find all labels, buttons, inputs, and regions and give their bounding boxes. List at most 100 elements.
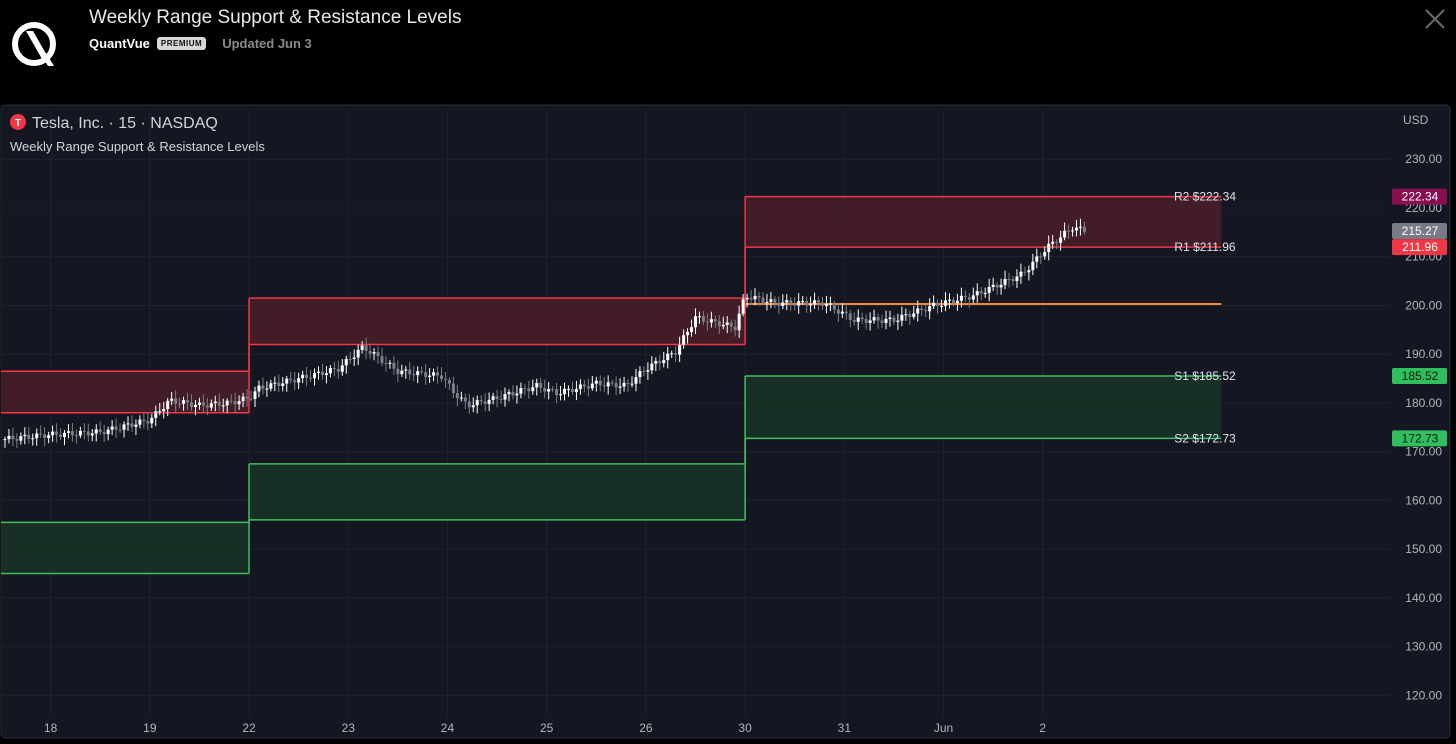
candle-body [713,319,717,322]
candle-body [47,435,51,439]
candle-body [697,316,701,318]
candle-body [733,326,737,331]
candle-body [229,400,233,402]
chart-container[interactable]: 230.00 220.00 210.00 200.00 190.00 180.00 170.… [0,104,1456,739]
candle-body [539,382,543,388]
candle-body [912,313,916,317]
candle-body [62,432,66,437]
x-tick-label: 23 [342,721,356,735]
candle-body [638,371,642,377]
candle-body [828,303,832,305]
candle-body [463,397,467,402]
candle-body [535,382,539,388]
candle-body [309,377,313,379]
candle-body [186,400,190,403]
candle-body [412,374,416,376]
candle-body [987,286,991,294]
candle-body [416,371,420,376]
candle-body [344,358,348,366]
candle-body [364,345,368,351]
candle-body [606,382,610,387]
candle-body [896,320,900,322]
candle-body [94,429,98,434]
support-zone [249,463,746,520]
candle-body [951,299,955,304]
candle-body [392,362,396,369]
symbol-title[interactable]: Tesla, Inc. · 15 · NASDAQ [32,115,218,132]
candle-body [150,417,154,424]
candle-body [424,372,428,377]
candle-body [908,314,912,317]
support-zone [745,376,1222,439]
candle-body [868,320,872,323]
candle-body [523,388,527,390]
last-price-badge [1392,223,1447,240]
candle-body [940,305,944,307]
candle-body [253,391,257,400]
candle-body [690,327,694,332]
candle-body [1082,226,1086,232]
candle-body [924,309,928,312]
candle-body [1015,276,1019,282]
candle-body [820,302,824,306]
candle-body [408,369,412,375]
close-icon[interactable] [1424,8,1446,30]
candle-body [892,317,896,322]
level-price-badge [1392,368,1447,385]
x-tick-label: 18 [44,721,58,735]
candle-body [936,302,940,306]
candle-body [245,396,249,399]
level-bands [1,195,1222,575]
candle-body [455,393,459,399]
resistance-zone [745,196,1222,248]
candle-body [864,319,868,323]
y-tick-label: 230.00 [1405,152,1442,166]
candle-body [102,432,106,435]
level-price-badge [1392,430,1447,447]
y-tick-label: 200.00 [1405,298,1442,312]
candle-body [1019,271,1023,277]
candle-body [646,370,650,372]
candle-body [376,352,380,357]
time-axis: 18 19 22 23 24 25 26 30 31 Jun 2 [44,721,1046,735]
level-price-badge-text: 222.34 [1402,190,1439,204]
candle-body [1063,230,1067,238]
candle-body [809,304,813,306]
candle-body [225,400,229,406]
candle-body [197,402,201,405]
candle-body [658,361,662,364]
quantvue-logo[interactable] [9,19,59,69]
candle-body [1011,279,1015,282]
candle-body [836,309,840,314]
candle-body [11,435,15,440]
candle-body [162,408,166,412]
candle-body [678,345,682,355]
x-tick-label: 31 [838,721,852,735]
candle-body [1023,271,1027,273]
candle-body [979,291,983,294]
candle-body [479,400,483,402]
support-zone [1,522,250,574]
candle-body [654,361,658,364]
author-name[interactable]: QuantVue [89,36,150,51]
level-labels: R2 $222.34 222.34 R1 $211.96 211.96 S1 $185.… [1174,188,1447,447]
candle-body [630,383,634,385]
candle-body [642,371,646,373]
candle-body [801,301,805,303]
price-chart[interactable]: 230.00220.00210.00200.00190.00180.00170.… [0,104,1456,739]
indicator-name[interactable]: Weekly Range Support & Resistance Levels [10,139,265,154]
candle-body [567,388,571,390]
candle-body [487,399,491,404]
candle-body [578,384,582,390]
candle-body [983,293,987,295]
candle-body [51,431,55,436]
candle-body [285,378,289,384]
x-tick-label: 22 [242,721,256,735]
candle-body [773,299,777,303]
candle-body [126,423,130,425]
candle-body [170,398,174,401]
candle-body [59,434,63,437]
candle-body [955,300,959,304]
candle-body [74,435,78,437]
x-tick-label: 24 [441,721,455,735]
